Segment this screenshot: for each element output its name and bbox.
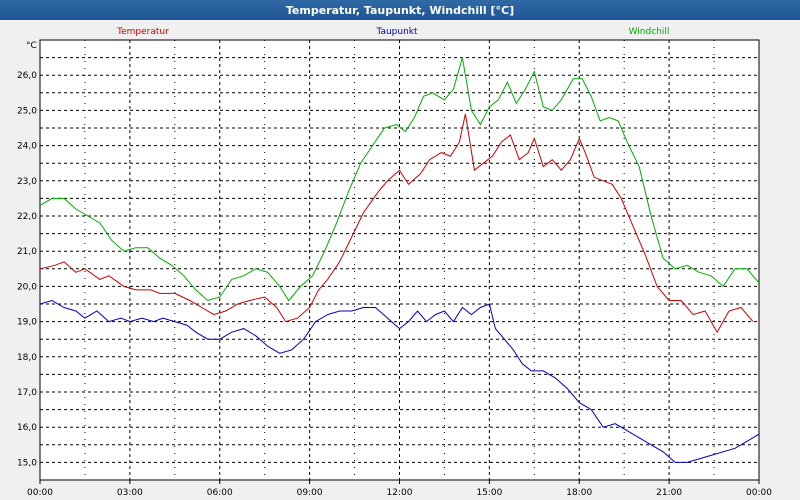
y-tick-label: 22,0 <box>17 212 37 222</box>
series-line-windchill <box>39 57 760 302</box>
y-tick-label: 20,0 <box>17 282 37 292</box>
y-tick-label: 26,0 <box>17 71 37 81</box>
y-tick-label: 16,0 <box>17 423 37 433</box>
series-line-temperatur <box>39 113 754 334</box>
x-tick-time: 18:00 <box>566 488 592 498</box>
series-line-taupunkt <box>39 299 760 463</box>
x-tick-time: 15:00 <box>476 488 502 498</box>
chart-svg: 15,0 16,0 17,0 18,0 19,0 20,0 21,0 22,0 23,0 24,0… <box>17 27 772 498</box>
x-axis-ticks: 00:0012.08.2303:0012.08.2306:0012.08.230… <box>27 480 772 498</box>
y-axis-ticks: 15,0 16,0 17,0 18,0 19,0 20,0 21,0 22,0 23,0 24,0… <box>17 71 37 468</box>
legend-item-temperatur: Temperatur <box>116 27 169 37</box>
y-tick-label: 18,0 <box>17 353 37 363</box>
y-tick-label: 15,0 <box>17 458 37 468</box>
x-tick-time: 00:00 <box>746 488 772 498</box>
legend-item-windchill: Windchill <box>629 27 670 37</box>
chart-title: Temperatur, Taupunkt, Windchill [°C] <box>0 0 800 20</box>
legend: Temperatur Taupunkt Windchill <box>116 27 669 37</box>
y-tick-label: 21,0 <box>17 247 37 257</box>
x-tick-time: 09:00 <box>297 488 323 498</box>
x-tick-time: 06:00 <box>207 488 233 498</box>
x-tick-time: 12:00 <box>387 488 413 498</box>
y-axis-unit-label: °C <box>26 41 37 51</box>
grid-lines <box>40 40 759 481</box>
y-tick-label: 23,0 <box>17 177 37 187</box>
x-tick-time: 21:00 <box>656 488 682 498</box>
y-tick-label: 17,0 <box>17 388 37 398</box>
legend-item-taupunkt: Taupunkt <box>375 27 418 37</box>
x-tick-time: 03:00 <box>117 488 143 498</box>
y-tick-label: 19,0 <box>17 318 37 328</box>
y-tick-label: 24,0 <box>17 142 37 152</box>
y-tick-label: 25,0 <box>17 106 37 116</box>
x-tick-time: 00:00 <box>27 488 53 498</box>
series-lines <box>39 57 760 463</box>
